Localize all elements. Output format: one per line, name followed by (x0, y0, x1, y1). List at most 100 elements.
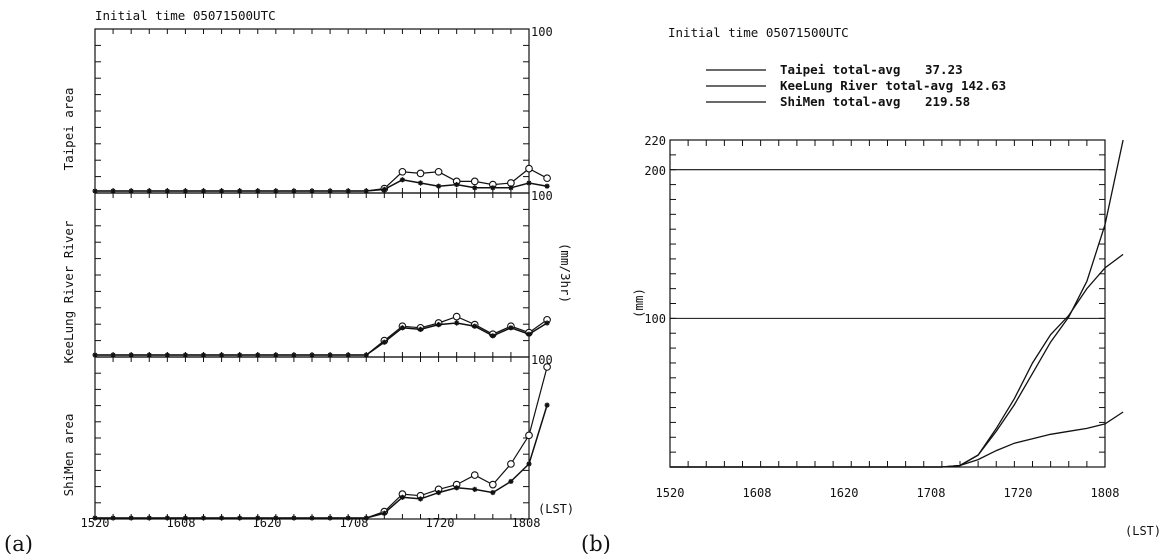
data-point-star (218, 515, 225, 521)
data-point-circle (470, 177, 479, 186)
panel-a-label: (a) (4, 532, 33, 554)
data-point-star (508, 325, 514, 331)
panel-b-xlabel: (LST) (1125, 524, 1159, 538)
series-line-taipei-star (95, 179, 548, 192)
data-point-star (164, 515, 170, 521)
data-point-star (237, 515, 243, 521)
data-point-star (435, 183, 442, 189)
data-point-circle (470, 471, 479, 479)
legend-value-taipei: 37.23 (925, 62, 963, 77)
data-point-star (472, 486, 478, 492)
data-point-star (164, 352, 170, 358)
data-point-circle (452, 312, 461, 321)
data-point-star (544, 183, 550, 189)
data-point-star (291, 188, 297, 194)
data-point-star (237, 188, 243, 194)
data-point-star (200, 188, 207, 194)
data-point-star (381, 510, 387, 516)
data-point-star (128, 188, 134, 194)
data-point-star (327, 515, 333, 521)
data-point-circle (398, 167, 407, 176)
data-point-circle (434, 167, 443, 176)
data-point-circle (507, 460, 515, 468)
data-point-star (363, 188, 369, 194)
data-point-star (544, 320, 550, 326)
a-xtick-label: 1808 (512, 516, 541, 530)
series-line-keelung-circle (95, 315, 548, 356)
series-line-shimen (670, 139, 1124, 468)
data-point-star (110, 188, 116, 194)
series-line-keelung (670, 253, 1124, 468)
plot-layer (92, 28, 1124, 521)
data-point-star (309, 188, 315, 194)
data-point-star (508, 185, 514, 191)
data-point-star (526, 461, 532, 467)
data-point-star (146, 188, 152, 194)
data-point-star (417, 326, 424, 332)
panel-a-ylabel: (mm/3hr) (558, 243, 573, 303)
data-point-star (182, 188, 189, 194)
data-point-star (291, 352, 297, 358)
panel-b-label: (b) (581, 532, 611, 554)
data-point-star (417, 180, 424, 186)
data-point-circle (543, 363, 551, 371)
legend-value-keelung: 142.63 (961, 78, 1006, 93)
legend-value-shimen: 219.58 (925, 94, 970, 109)
data-point-star (164, 188, 170, 194)
data-point-star (327, 352, 333, 358)
subplot-top-label-keelung: 100 (531, 189, 553, 203)
data-point-star (273, 515, 279, 521)
data-point-star (218, 188, 225, 194)
panel-a-xlabel: (LST) (538, 502, 574, 516)
data-point-star (255, 515, 261, 521)
a-xtick-label: 1720 (426, 516, 455, 530)
data-point-star (146, 515, 152, 521)
data-point-star (490, 333, 496, 339)
panel-b-ylabel: (mm) (631, 288, 646, 318)
data-point-star (92, 188, 98, 194)
series-line-keelung-star (95, 322, 548, 356)
data-point-star (128, 352, 134, 358)
data-point-star (146, 352, 152, 358)
data-point-star (291, 515, 297, 521)
b-xtick-label: 1608 (743, 486, 772, 500)
series-line-taipei (670, 411, 1124, 468)
data-point-star (182, 352, 189, 358)
b-xtick-label: 1520 (656, 486, 685, 500)
b-ytick-label: 220 (644, 134, 666, 148)
data-point-star (345, 188, 351, 194)
data-point-star (92, 515, 98, 521)
data-point-star (218, 352, 225, 358)
data-point-star (508, 478, 514, 485)
data-point-star (435, 322, 442, 328)
data-point-circle (525, 164, 533, 173)
data-point-star (399, 325, 406, 331)
data-point-star (490, 489, 496, 496)
subplot-frame-shimen (94, 356, 530, 520)
data-point-star (255, 188, 261, 194)
data-point-star (363, 352, 369, 358)
b-xtick-label: 1808 (1091, 486, 1120, 500)
data-point-star (435, 489, 442, 496)
data-point-star (128, 515, 134, 521)
data-point-star (454, 320, 460, 326)
series-line-shimen-circle (95, 366, 548, 519)
data-point-star (399, 494, 406, 500)
data-point-star (345, 352, 351, 358)
data-point-star (417, 496, 424, 502)
data-point-star (490, 185, 496, 191)
data-point-star (526, 331, 532, 337)
data-point-star (200, 515, 207, 521)
data-point-star (92, 352, 98, 358)
panel-a-title: Initial time 05071500UTC (95, 8, 276, 23)
data-point-star (454, 485, 460, 491)
data-point-star (273, 188, 279, 194)
panel-b-frame (669, 139, 1106, 468)
data-point-star (237, 352, 243, 358)
data-point-star (200, 352, 207, 358)
data-point-star (273, 352, 279, 358)
data-point-star (381, 339, 387, 345)
legend-label-taipei: Taipei total-avg (780, 62, 900, 77)
b-xtick-label: 1620 (830, 486, 859, 500)
